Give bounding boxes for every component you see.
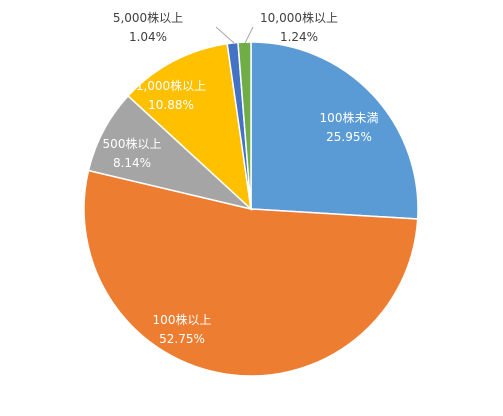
leader-line-10000-shares-plus <box>244 26 254 44</box>
value-label-5000-shares-plus: 1.04% <box>129 30 167 44</box>
pie-slice-10000-shares-plus <box>237 41 252 210</box>
leader-line-5000-shares-plus <box>215 26 235 44</box>
leader-lines <box>215 26 254 44</box>
category-label-1000-shares-plus: 1,000株以上 <box>136 78 206 93</box>
pie-slices <box>83 41 419 377</box>
category-label-5000-shares-plus: 5,000株以上 <box>113 10 183 25</box>
pie-slice-100-shares-plus <box>83 169 419 377</box>
category-label-100-shares-plus: 100株以上 <box>153 312 212 327</box>
value-label-100-shares-plus: 52.75% <box>159 332 205 346</box>
value-label-10000-shares-plus: 1.24% <box>280 30 318 44</box>
pie-slice-100-shares-under <box>250 41 419 220</box>
category-label-500-shares-plus: 500株以上 <box>103 136 162 151</box>
pie-slice-1000-shares-plus <box>127 42 253 211</box>
category-label-100-shares-under: 100株未満 <box>320 110 379 125</box>
value-label-1000-shares-plus: 10.88% <box>148 98 194 112</box>
value-label-100-shares-under: 25.95% <box>326 130 372 144</box>
category-label-10000-shares-plus: 10,000株以上 <box>260 10 338 25</box>
value-label-500-shares-plus: 8.14% <box>113 156 151 170</box>
data-labels: 100株未満 25.95% 100株以上 52.75% 500株以上 8.14% 1,000… <box>103 10 379 346</box>
